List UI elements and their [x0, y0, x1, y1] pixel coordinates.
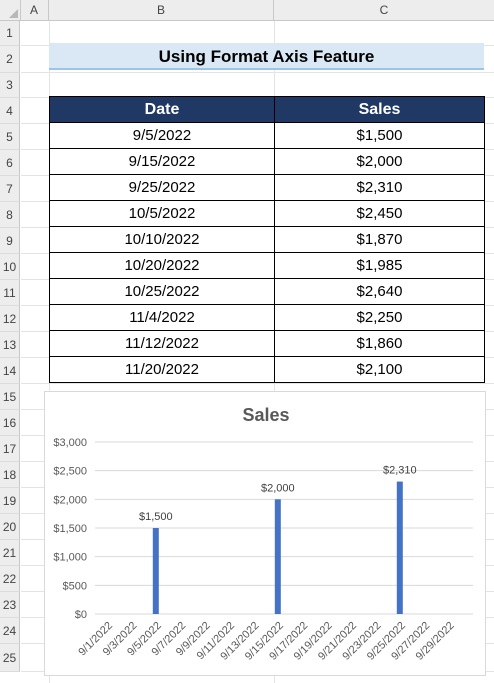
row-header[interactable]: 14: [0, 358, 20, 384]
row-header[interactable]: 3: [0, 73, 20, 98]
date-cell[interactable]: 10/5/2022: [49, 200, 275, 227]
row-header[interactable]: 22: [0, 566, 20, 592]
table-row: 10/20/2022 $1,985: [49, 252, 485, 279]
chart-title: Sales: [242, 405, 289, 425]
column-header-a[interactable]: A: [20, 0, 49, 20]
date-cell[interactable]: 11/20/2022: [49, 356, 275, 383]
row-header[interactable]: 24: [0, 618, 20, 644]
sales-cell[interactable]: $2,000: [274, 148, 485, 175]
row-header[interactable]: 9: [0, 228, 20, 254]
bar: [396, 481, 403, 614]
date-cell[interactable]: 9/5/2022: [49, 122, 275, 149]
column-header-c[interactable]: C: [379, 3, 389, 17]
data-label: $1,500: [139, 511, 173, 523]
row-header[interactable]: 17: [0, 436, 20, 462]
row-header[interactable]: 7: [0, 176, 20, 202]
sales-cell[interactable]: $1,985: [274, 252, 485, 279]
table-row: 10/25/2022 $2,640: [49, 278, 485, 305]
sales-cell[interactable]: $1,860: [274, 330, 485, 357]
y-tick-label: $500: [63, 580, 87, 592]
sales-cell[interactable]: $1,870: [274, 226, 485, 253]
header-sales[interactable]: Sales: [274, 96, 485, 123]
y-tick-label: $1,500: [53, 523, 87, 535]
row-header[interactable]: 2: [0, 46, 20, 73]
sales-cell[interactable]: $2,100: [274, 356, 485, 383]
date-cell[interactable]: 10/25/2022: [49, 278, 275, 305]
row-header[interactable]: 20: [0, 514, 20, 540]
table-row: 11/4/2022 $2,250: [49, 304, 485, 331]
chart-canvas: Sales $0 $500 $1,000 $1,500 $2,000 $2,500 $3,00…: [53, 405, 473, 663]
table-row: 9/15/2022 $2,000: [49, 148, 485, 175]
data-label: $2,000: [261, 482, 295, 494]
sheet-title[interactable]: Using Format Axis Feature: [49, 43, 484, 70]
row-gridline: [21, 72, 494, 73]
row-header[interactable]: 16: [0, 410, 20, 436]
row-header[interactable]: 15: [0, 384, 20, 410]
row-header[interactable]: 10: [0, 254, 20, 280]
y-tick-label: $2,500: [53, 466, 87, 478]
row-gridline: [21, 383, 494, 384]
row-header[interactable]: 4: [0, 98, 20, 124]
row-header[interactable]: 25: [0, 644, 20, 672]
sales-cell[interactable]: $2,310: [274, 174, 485, 201]
table-header-row: Date Sales: [49, 96, 485, 123]
date-cell[interactable]: 11/12/2022: [49, 330, 275, 357]
y-tick-label: $2,000: [53, 494, 87, 506]
sales-cell[interactable]: $1,500: [274, 122, 485, 149]
row-header[interactable]: 18: [0, 462, 20, 488]
date-cell[interactable]: 10/20/2022: [49, 252, 275, 279]
data-table: Date Sales 9/5/2022 $1,500 9/15/2022 $2,000…: [49, 96, 485, 383]
column-header-row: A B C: [0, 0, 494, 21]
table-row: 11/20/2022 $2,100: [49, 356, 485, 383]
bar: [152, 528, 159, 614]
y-tick-label: $3,000: [53, 437, 87, 449]
table-row: 9/5/2022 $1,500: [49, 122, 485, 149]
row-header[interactable]: 5: [0, 124, 20, 150]
data-label: $2,310: [383, 465, 417, 477]
date-cell[interactable]: 11/4/2022: [49, 304, 275, 331]
row-header[interactable]: 23: [0, 592, 20, 618]
header-date[interactable]: Date: [49, 96, 275, 123]
row-header[interactable]: 11: [0, 280, 20, 306]
sales-cell[interactable]: $2,640: [274, 278, 485, 305]
row-header[interactable]: 1: [0, 21, 20, 46]
row-header[interactable]: 6: [0, 150, 20, 176]
sales-chart[interactable]: Sales $0 $500 $1,000 $1,500 $2,000 $2,500 $3,00…: [44, 391, 486, 676]
row-header[interactable]: 19: [0, 488, 20, 514]
sales-cell[interactable]: $2,450: [274, 200, 485, 227]
table-row: 9/25/2022 $2,310: [49, 174, 485, 201]
table-row: 10/10/2022 $1,870: [49, 226, 485, 253]
row-header[interactable]: 21: [0, 540, 20, 566]
date-cell[interactable]: 9/15/2022: [49, 148, 275, 175]
column-header-b[interactable]: B: [49, 0, 274, 20]
y-tick-label: $1,000: [53, 552, 87, 564]
row-header[interactable]: 8: [0, 202, 20, 228]
table-body: 9/5/2022 $1,500 9/15/2022 $2,000 9/25/2022 $2…: [49, 122, 485, 383]
bar: [274, 499, 281, 614]
table-row: 11/12/2022 $1,860: [49, 330, 485, 357]
date-cell[interactable]: 9/25/2022: [49, 174, 275, 201]
row-header[interactable]: 13: [0, 332, 20, 358]
table-row: 10/5/2022 $2,450: [49, 200, 485, 227]
sales-cell[interactable]: $2,250: [274, 304, 485, 331]
y-tick-label: $0: [75, 609, 87, 621]
date-cell[interactable]: 10/10/2022: [49, 226, 275, 253]
row-header[interactable]: 12: [0, 306, 20, 332]
select-all-corner[interactable]: [0, 0, 21, 20]
